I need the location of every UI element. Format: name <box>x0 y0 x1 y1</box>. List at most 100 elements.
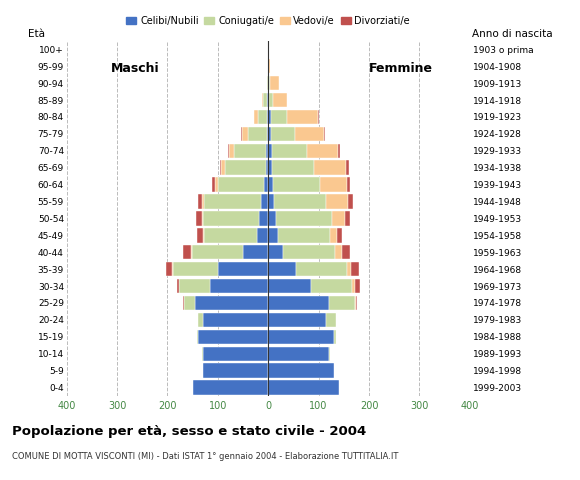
Bar <box>273 178 320 192</box>
Text: Maschi: Maschi <box>111 62 160 75</box>
Bar <box>353 279 355 293</box>
Bar <box>324 127 325 141</box>
Bar <box>267 93 268 107</box>
Bar <box>355 296 356 310</box>
Bar <box>329 296 355 310</box>
Bar <box>326 194 349 209</box>
Bar <box>203 312 268 327</box>
Bar <box>332 211 345 226</box>
Bar <box>228 144 230 158</box>
Bar <box>311 279 353 293</box>
Bar <box>335 245 342 259</box>
Bar <box>262 93 263 107</box>
Bar <box>212 178 215 192</box>
Bar <box>345 211 350 226</box>
Bar <box>272 160 314 175</box>
Bar <box>268 347 329 361</box>
Bar <box>197 330 198 344</box>
Bar <box>278 228 329 242</box>
Bar <box>197 228 203 242</box>
Bar <box>318 110 319 124</box>
Bar <box>268 262 296 276</box>
Bar <box>268 380 339 395</box>
Bar <box>218 262 268 276</box>
Bar <box>179 279 211 293</box>
Bar <box>195 211 202 226</box>
Bar <box>349 194 353 209</box>
Bar <box>248 127 267 141</box>
Bar <box>268 59 270 73</box>
Bar <box>338 228 342 242</box>
Text: Popolazione per età, sesso e stato civile - 2004: Popolazione per età, sesso e stato civil… <box>12 425 366 438</box>
Bar <box>268 178 273 192</box>
Bar <box>268 211 276 226</box>
Bar <box>270 76 280 90</box>
Bar <box>211 279 268 293</box>
Bar <box>204 194 260 209</box>
Bar <box>320 178 347 192</box>
Bar <box>220 160 222 175</box>
Bar <box>266 160 268 175</box>
Bar <box>226 160 266 175</box>
Bar <box>268 228 278 242</box>
Bar <box>268 76 269 90</box>
Bar <box>272 144 307 158</box>
Bar <box>184 296 195 310</box>
Bar <box>243 245 268 259</box>
Bar <box>268 279 311 293</box>
Bar <box>191 245 243 259</box>
Bar <box>269 76 270 90</box>
Bar <box>183 245 191 259</box>
Bar <box>234 144 266 158</box>
Bar <box>307 144 338 158</box>
Bar <box>271 110 287 124</box>
Bar <box>268 93 269 107</box>
Bar <box>202 211 203 226</box>
Bar <box>347 262 351 276</box>
Text: COMUNE DI MOTTA VISCONTI (MI) - Dati ISTAT 1° gennaio 2004 - Elaborazione TUTTIT: COMUNE DI MOTTA VISCONTI (MI) - Dati IST… <box>12 452 398 461</box>
Bar <box>355 279 360 293</box>
Bar <box>266 144 268 158</box>
Bar <box>254 110 258 124</box>
Bar <box>342 245 350 259</box>
Bar <box>204 228 257 242</box>
Bar <box>269 93 273 107</box>
Bar <box>198 330 268 344</box>
Bar <box>264 178 268 192</box>
Bar <box>195 296 268 310</box>
Bar <box>198 312 203 327</box>
Bar <box>241 127 248 141</box>
Bar <box>334 330 336 344</box>
Bar <box>268 312 326 327</box>
Bar <box>215 178 218 192</box>
Bar <box>222 160 226 175</box>
Bar <box>203 228 204 242</box>
Bar <box>267 127 268 141</box>
Bar <box>203 211 259 226</box>
Bar <box>203 347 268 361</box>
Bar <box>274 194 326 209</box>
Legend: Celibi/Nubili, Coniugati/e, Vedovi/e, Divorziati/e: Celibi/Nubili, Coniugati/e, Vedovi/e, Di… <box>122 12 414 30</box>
Bar <box>287 110 318 124</box>
Bar <box>268 144 272 158</box>
Bar <box>338 144 340 158</box>
Bar <box>268 363 334 378</box>
Bar <box>193 380 268 395</box>
Bar <box>356 296 357 310</box>
Bar <box>268 245 284 259</box>
Text: Anno di nascita: Anno di nascita <box>472 29 552 39</box>
Bar <box>172 262 218 276</box>
Bar <box>271 127 295 141</box>
Bar <box>268 296 329 310</box>
Text: Femmine: Femmine <box>369 62 433 75</box>
Bar <box>166 262 172 276</box>
Bar <box>267 110 268 124</box>
Bar <box>183 296 184 310</box>
Bar <box>259 211 268 226</box>
Bar <box>202 194 204 209</box>
Bar <box>268 194 274 209</box>
Bar <box>268 110 271 124</box>
Bar <box>273 93 288 107</box>
Bar <box>257 228 268 242</box>
Bar <box>347 178 350 192</box>
